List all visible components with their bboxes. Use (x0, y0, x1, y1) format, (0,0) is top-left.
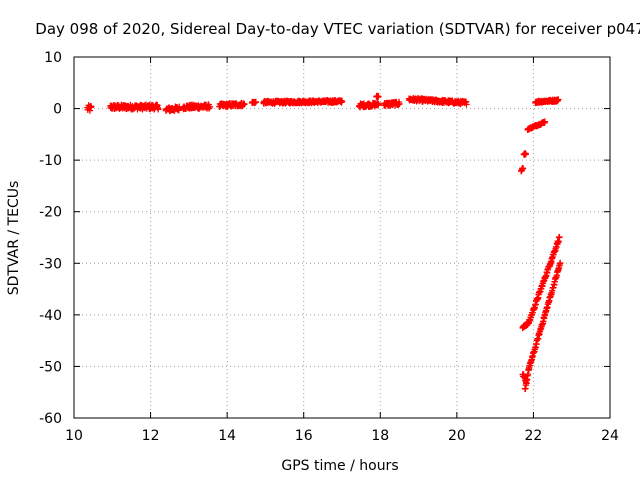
data-point (206, 103, 214, 111)
data-point (375, 93, 382, 100)
y-tick-label: -10 (39, 153, 62, 169)
data-point (155, 106, 162, 113)
y-tick-label: -20 (39, 205, 62, 221)
x-tick-label: 10 (65, 428, 83, 444)
data-point (557, 259, 564, 267)
x-tick-label: 20 (448, 428, 466, 444)
y-tick-label: 10 (44, 50, 62, 66)
y-tick-label: 0 (53, 102, 62, 118)
x-tick-label: 24 (601, 428, 619, 444)
y-tick-label: -40 (39, 308, 62, 324)
data-point (241, 100, 248, 108)
plot-frame (73, 56, 611, 419)
y-tick-labels: 10 0 -10 -20 -30 -40 -50 -60 (39, 50, 62, 427)
y-tick-label: -60 (39, 411, 62, 427)
data-points (84, 92, 564, 393)
data-point (252, 98, 260, 106)
x-tick-label: 18 (371, 428, 389, 444)
data-point (375, 100, 382, 108)
data-point (463, 101, 470, 108)
data-point (522, 151, 529, 158)
data-point (519, 165, 527, 172)
y-tick-label: -50 (39, 359, 62, 375)
x-tick-label: 22 (525, 428, 543, 444)
data-point (88, 103, 95, 110)
x-axis-label: GPS time / hours (281, 458, 398, 474)
chart-title: Day 098 of 2020, Sidereal Day-to-day VTE… (35, 20, 640, 38)
data-point (541, 118, 549, 125)
data-point (396, 100, 403, 108)
data-point (556, 233, 563, 241)
y-axis-label: SDTVAR / TECUs (6, 181, 22, 296)
data-point (338, 97, 346, 105)
x-tick-labels: 10 12 14 16 18 20 22 24 (65, 428, 619, 444)
grid (74, 57, 610, 418)
x-tick-label: 12 (142, 428, 160, 444)
x-tick-label: 14 (218, 428, 236, 444)
data-point (555, 96, 562, 103)
x-tick-label: 16 (295, 428, 313, 444)
y-tick-label: -30 (39, 256, 62, 272)
